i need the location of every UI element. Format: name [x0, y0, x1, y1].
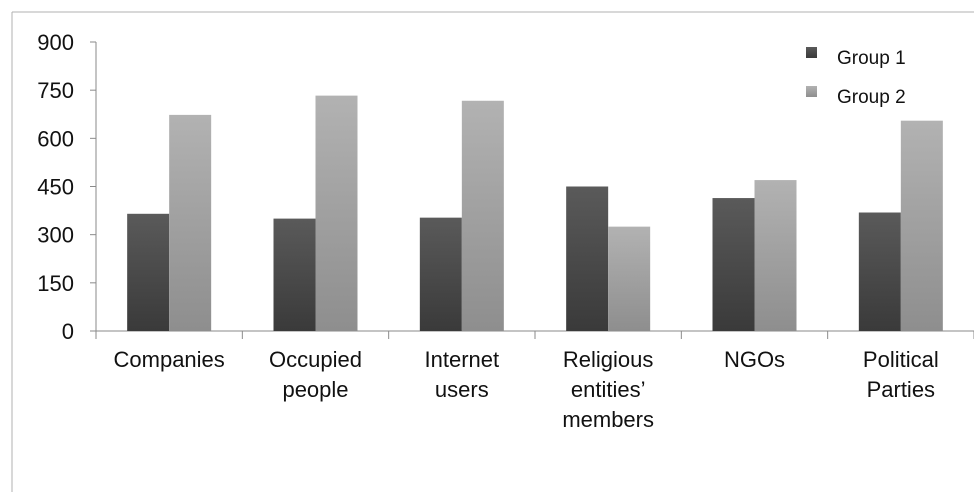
x-category-label: Religious entities’ members [562, 347, 654, 432]
bars [127, 95, 943, 332]
x-category-label-line: Companies [114, 347, 225, 372]
legend-swatch [806, 47, 817, 58]
y-tick-label: 150 [37, 271, 74, 296]
y-tick-label: 900 [37, 30, 74, 55]
x-category-label: Companies [114, 347, 225, 372]
x-category-label-line: Internet [425, 347, 500, 372]
x-category-label-line: Religious [563, 347, 654, 372]
bar-group-1 [566, 186, 609, 331]
x-category-label-line: Political [863, 347, 939, 372]
y-tick-label: 450 [37, 175, 74, 200]
x-category-label-line: users [435, 377, 489, 402]
bar-group-1 [858, 212, 901, 331]
y-tick-label: 0 [62, 319, 74, 344]
legend-label: Group 2 [837, 87, 906, 108]
legend: Group 1 Group 2 [806, 47, 906, 108]
x-category-label-line: entities’ [571, 377, 646, 402]
x-category-label-line: people [282, 377, 348, 402]
bar-group-1 [273, 218, 316, 331]
x-category-label-line: Occupied [269, 347, 362, 372]
bar-group-1 [127, 213, 170, 331]
bar-group-2 [315, 95, 358, 332]
x-category-label-line: Parties [867, 377, 935, 402]
x-category-label: Internet users [425, 347, 500, 402]
x-axis: Companies Occupied people Internet users Reli… [95, 330, 974, 432]
x-category-label-line: members [562, 407, 654, 432]
legend-label: Group 1 [837, 48, 906, 69]
y-tick-label: 300 [37, 223, 74, 248]
bar-group-1 [712, 198, 755, 331]
y-tick-label: 750 [37, 78, 74, 103]
bar-group-1 [419, 217, 462, 331]
bar-group-2 [754, 180, 797, 331]
bar-group-2 [608, 226, 651, 331]
bar-group-2 [900, 120, 943, 331]
x-category-label: Political Parties [863, 347, 939, 402]
bar-group-2 [461, 100, 504, 331]
legend-swatch [806, 86, 817, 97]
x-category-label-line: NGOs [724, 347, 785, 372]
y-tick-label: 600 [37, 126, 74, 151]
x-category-label: NGOs [724, 347, 785, 372]
x-category-label: Occupied people [269, 347, 362, 402]
bar-group-2 [169, 114, 212, 332]
y-axis: 900 750 600 450 300 150 0 [37, 30, 97, 344]
